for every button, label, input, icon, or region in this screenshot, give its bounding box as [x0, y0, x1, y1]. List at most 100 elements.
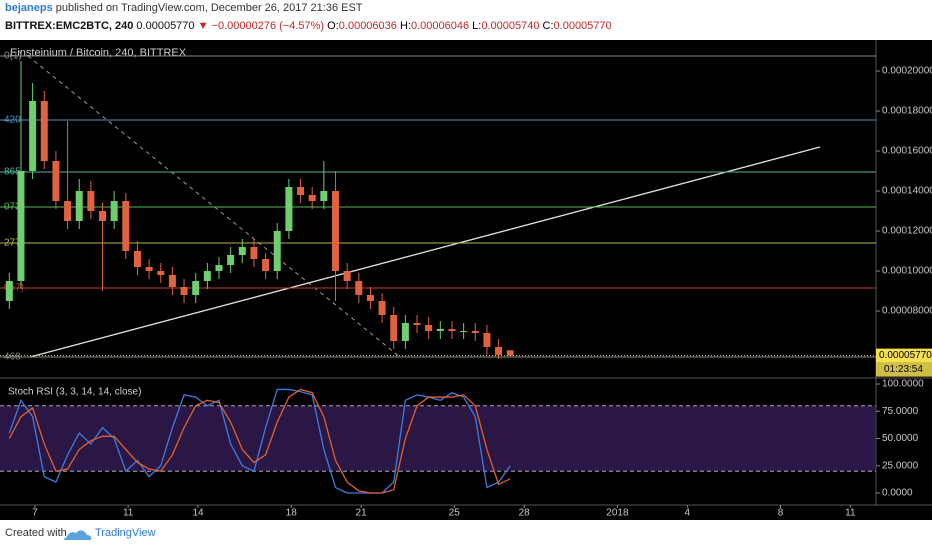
countdown: 01:23:54: [884, 364, 923, 375]
change: ▼ −0.00000276 (−4.57%): [197, 20, 325, 32]
candle-body: [17, 171, 25, 281]
candle-body: [40, 101, 48, 161]
y-tick-label: 50.0000: [882, 433, 919, 444]
fib-level-label: 0(1): [4, 51, 22, 62]
candle-body: [308, 195, 316, 201]
candle-body: [320, 191, 328, 201]
candle-body: [215, 265, 223, 271]
candle-body: [273, 231, 281, 271]
candle-body: [110, 201, 118, 221]
candle-body: [52, 161, 60, 201]
last-price-box: [876, 348, 932, 363]
h-value: 0.00006046: [410, 20, 470, 32]
y-tick-label: 0.00008000: [882, 306, 932, 317]
y-tick-label: 0.00020000: [882, 66, 932, 77]
candle-body: [378, 301, 386, 315]
candle-body: [227, 255, 235, 265]
y-tick-label: 0.00012000: [882, 226, 932, 237]
pane-title: Einsteinium / Bitcoin, 240, BITTREX: [10, 47, 187, 59]
header-line-2: BITTREX:EMC2BTC, 240 0.00005770 ▼ −0.000…: [5, 20, 612, 32]
footer-background: [0, 520, 932, 550]
candle-body: [238, 247, 246, 255]
candle-body: [145, 267, 153, 271]
fib-level-label: 420: [4, 115, 21, 126]
candle-body: [168, 275, 176, 287]
fib-level-label: 865: [4, 167, 21, 178]
brand[interactable]: TradingView: [95, 527, 156, 539]
candle-body: [180, 287, 188, 295]
x-tick-label: 14: [192, 508, 204, 519]
fib-level-label: 073: [4, 202, 21, 213]
candle-body: [285, 187, 293, 231]
y-tick-label: 0.00010000: [882, 266, 932, 277]
c-value: 0.00005770: [553, 20, 612, 32]
y-tick-label: 0.00014000: [882, 186, 932, 197]
candle-body: [122, 201, 130, 251]
candle-body: [250, 247, 258, 259]
stoch-line: [8, 388, 511, 494]
candle-body: [425, 325, 433, 331]
candle-body: [331, 191, 339, 271]
countdown-box: [876, 362, 932, 377]
o-value: 0.00006036: [338, 20, 397, 32]
candle-body: [262, 259, 270, 271]
candle-body: [436, 329, 444, 331]
fib-level-label: 468: [4, 352, 21, 363]
fib-level-label: 057): [4, 283, 24, 294]
header-line-1: bejaneps published on TradingView.com, D…: [5, 2, 363, 14]
candle-body: [99, 211, 107, 221]
candle-body: [448, 329, 456, 331]
candle-body: [343, 271, 351, 281]
band-fill: [0, 405, 876, 472]
trend-line[interactable]: [29, 146, 821, 358]
x-tick-label: 4: [685, 508, 691, 519]
candle-body: [64, 201, 72, 221]
y-tick-label: 0.00016000: [882, 146, 932, 157]
created-with: Created with: [5, 527, 67, 539]
fib-level-label: 277: [4, 238, 21, 249]
candle-body: [157, 271, 165, 275]
indicator-title: Stoch RSI (3, 3, 14, 14, close): [8, 387, 141, 398]
h-label: H:: [399, 20, 411, 32]
candle-body: [483, 333, 491, 347]
x-tick-label: 8: [778, 508, 784, 519]
candle-body: [75, 191, 83, 221]
candle-body: [495, 347, 503, 355]
candle-body: [29, 101, 37, 171]
stoch-line: [8, 388, 511, 494]
x-tick-label: 11: [123, 508, 134, 519]
y-tick-label: 75.0000: [882, 406, 919, 417]
candle-body: [192, 281, 200, 295]
candle-body: [471, 331, 479, 333]
x-tick-label: 18: [286, 508, 298, 519]
candle-body: [506, 350, 514, 356]
candle-body: [87, 191, 95, 211]
last-price-label: 0.00005770: [879, 350, 932, 361]
symbol: BITTREX:EMC2BTC, 240: [5, 20, 134, 32]
candle-body: [203, 271, 211, 281]
candle-body: [5, 281, 13, 301]
c-label: C:: [542, 20, 554, 32]
x-tick-label: 7: [32, 508, 38, 519]
x-tick-label: 21: [356, 508, 368, 519]
last-price: 0.00005770: [136, 20, 195, 32]
x-tick-label: 11: [845, 508, 856, 519]
published: published on TradingView.com, December 2…: [55, 2, 363, 14]
y-tick-label: 0.00018000: [882, 106, 932, 117]
x-tick-label: 28: [519, 508, 531, 519]
user[interactable]: bejaneps: [5, 2, 53, 14]
tv-logo[interactable]: [63, 530, 92, 540]
candle-body: [297, 187, 305, 195]
candle-body: [390, 315, 398, 341]
candle-body: [355, 281, 363, 295]
candle-body: [460, 331, 468, 332]
candle-body: [401, 323, 409, 341]
candle-body: [133, 251, 141, 267]
o-label: O:: [327, 20, 339, 32]
l-label: L:: [472, 20, 482, 32]
x-tick-label: 25: [449, 508, 461, 519]
y-tick-label: 25.0000: [882, 460, 919, 471]
y-tick-label: 100.0000: [882, 379, 924, 390]
